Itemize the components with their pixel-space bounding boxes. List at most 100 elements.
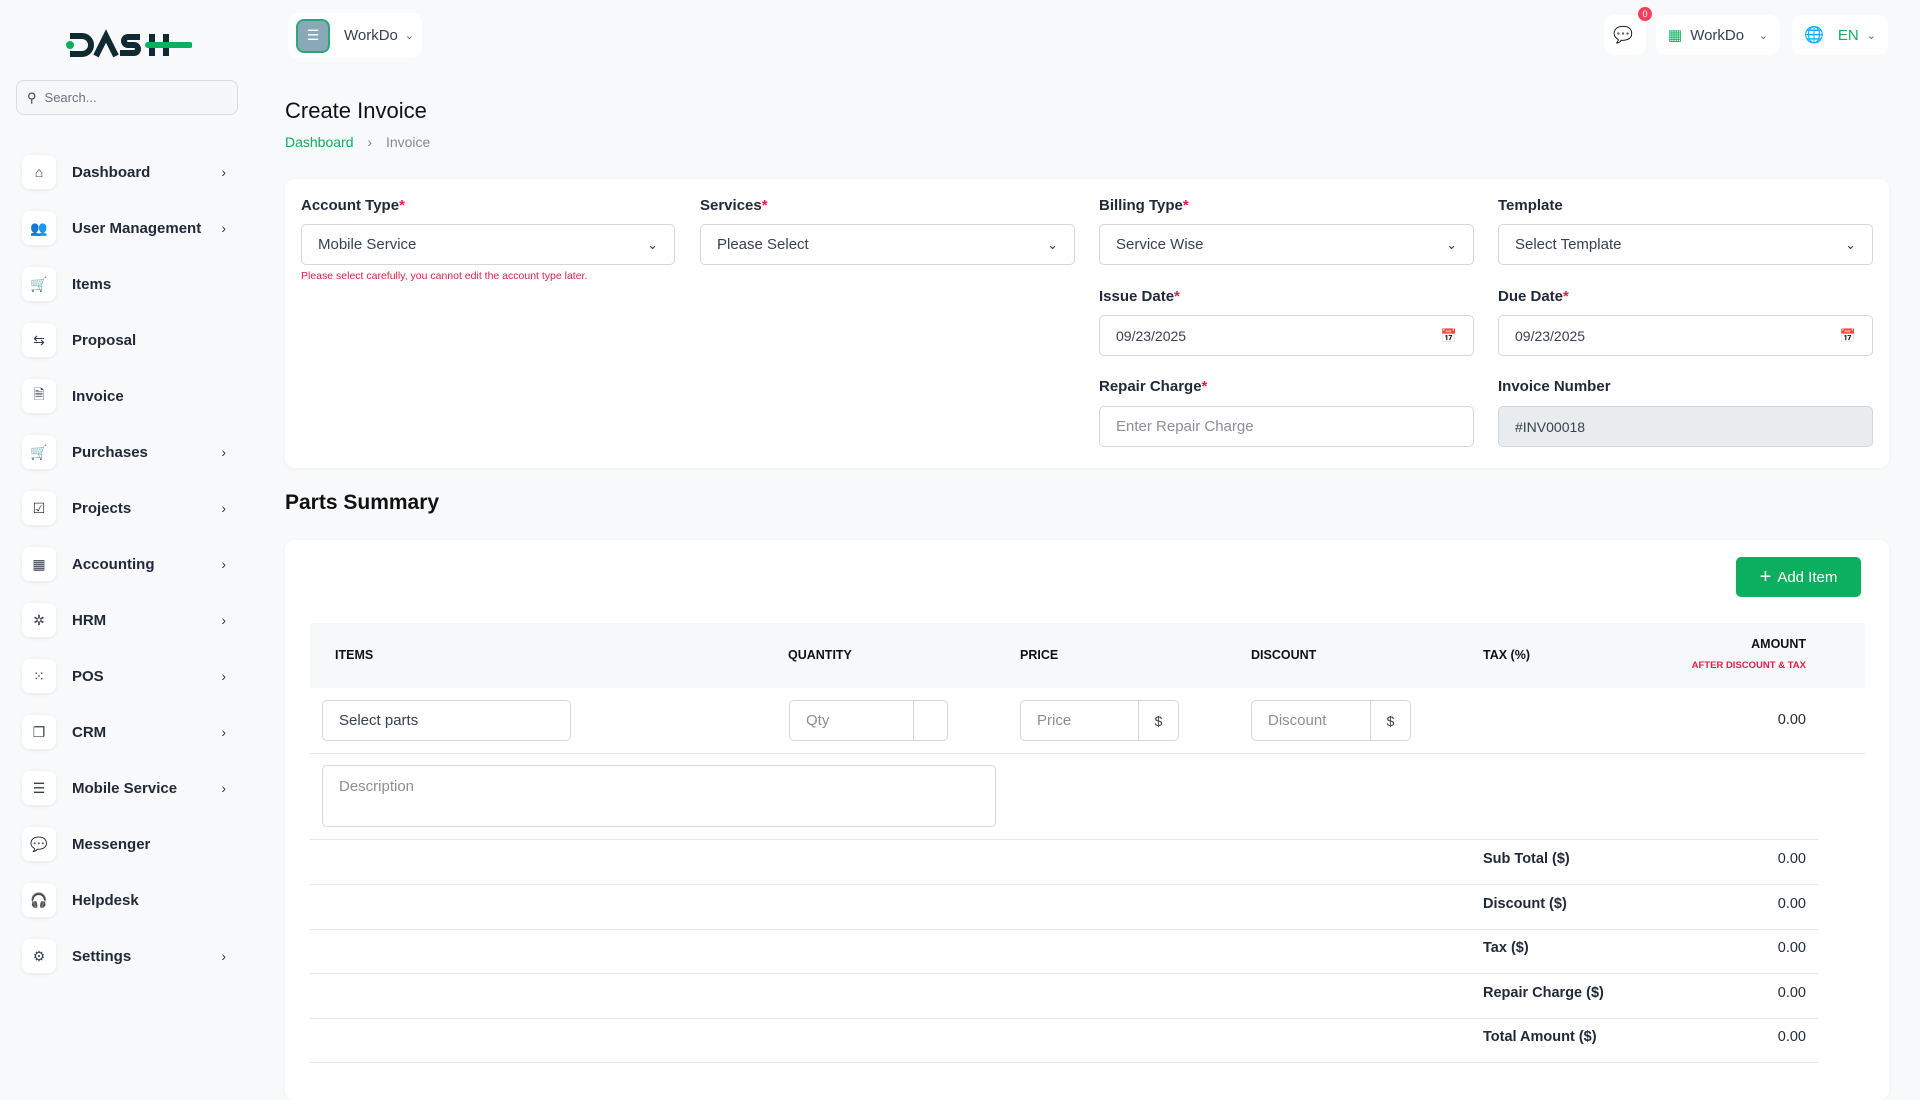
workspace-switcher[interactable]: ☰ WorkDo ⌄ (288, 13, 422, 58)
divider (310, 839, 1818, 840)
chat-icon: 💬 (1613, 27, 1633, 44)
template-select[interactable]: Select Template ⌄ (1498, 224, 1873, 265)
plus-icon: + (1759, 565, 1772, 588)
discount-input[interactable]: Discount $ (1251, 700, 1411, 741)
calendar-icon[interactable]: 📅 (1440, 327, 1457, 343)
sidebar-item-hrm[interactable]: ✲ HRM › (22, 598, 232, 642)
menu-icon: ☰ (22, 771, 56, 805)
users-icon: 👥 (22, 211, 56, 245)
divider (310, 973, 1818, 974)
template-label: Template (1498, 197, 1563, 214)
currency-suffix: $ (1138, 701, 1178, 740)
sidebar-item-purchases[interactable]: 🛒 Purchases › (22, 430, 232, 474)
chevron-down-icon: ⌄ (404, 30, 414, 42)
calendar-icon[interactable]: 📅 (1839, 327, 1856, 343)
cart-icon: 🛒 (22, 267, 56, 301)
row-amount: 0.00 (1777, 712, 1806, 728)
sidebar-item-messenger[interactable]: 💬 Messenger (22, 822, 232, 866)
chevron-right-icon: › (221, 724, 226, 740)
chevron-down-icon: ⌄ (1845, 236, 1856, 252)
services-select[interactable]: Please Select ⌄ (700, 224, 1075, 265)
column-amount-subtitle: AFTER DISCOUNT & TAX (1691, 660, 1806, 671)
column-discount: DISCOUNT (1251, 648, 1317, 662)
column-price: PRICE (1020, 648, 1059, 662)
chevron-right-icon: › (221, 220, 226, 236)
invoice-number-input: #INV00018 (1498, 406, 1873, 447)
grid-icon: ▦ (22, 547, 56, 581)
select-parts-input[interactable]: Select parts (322, 700, 571, 741)
chevron-down-icon: ⌄ (647, 236, 658, 252)
sidebar-item-crm[interactable]: ❐ CRM › (22, 710, 232, 754)
hrm-icon: ✲ (22, 603, 56, 637)
due-date-label: Due Date* (1498, 288, 1569, 305)
sidebar-item-proposal[interactable]: ⇆ Proposal (22, 318, 232, 362)
sidebar-item-invoice[interactable]: 🗎 Invoice (22, 374, 232, 418)
divider (310, 1017, 1818, 1019)
breadcrumb-invoice: Invoice (385, 134, 431, 150)
search-icon: ⚲ (27, 89, 37, 105)
sidebar-item-dashboard[interactable]: ⌂ Dashboard › (22, 150, 232, 194)
table-header (310, 623, 1865, 688)
sidebar-item-pos[interactable]: ⁙ POS › (22, 654, 232, 698)
sidebar-item-projects[interactable]: ☑ Projects › (22, 486, 232, 530)
repair-charge-input[interactable]: Enter Repair Charge (1099, 406, 1474, 447)
sidebar-item-helpdesk[interactable]: 🎧 Helpdesk (22, 878, 232, 922)
account-type-label: Account Type* (301, 197, 405, 214)
divider (310, 753, 1865, 754)
price-input[interactable]: Price $ (1020, 700, 1179, 741)
billing-type-select[interactable]: Service Wise ⌄ (1099, 224, 1474, 265)
chevron-right-icon: › (221, 556, 226, 572)
summary-value: 0.00 (1777, 851, 1806, 867)
home-icon: ⌂ (22, 155, 56, 189)
sidebar-item-items[interactable]: 🛒 Items (22, 262, 232, 306)
dots-grid-icon: ⁙ (22, 659, 56, 693)
description-textarea[interactable]: Description (322, 765, 996, 827)
proposal-icon: ⇆ (22, 323, 56, 357)
chevron-down-icon: ⌄ (1866, 29, 1876, 42)
language-switcher[interactable]: 🌐 EN ⌄ (1792, 15, 1888, 55)
breadcrumb: Dashboard › Invoice (285, 134, 430, 150)
sidebar-item-mobile-service[interactable]: ☰ Mobile Service › (22, 766, 232, 810)
summary-value: 0.00 (1777, 895, 1806, 912)
dash-logo[interactable] (64, 28, 192, 62)
chevron-down-icon: ⌄ (1446, 236, 1457, 252)
account-type-select[interactable]: Mobile Service ⌄ (301, 224, 675, 265)
column-amount: AMOUNT (1751, 637, 1806, 651)
check-square-icon: ☑ (22, 491, 56, 525)
sidebar: ⚲ Search... ⌂ Dashboard › 👥 User Management ›… (0, 0, 250, 1080)
search-input[interactable]: ⚲ Search... (16, 80, 238, 115)
billing-type-label: Billing Type* (1099, 197, 1189, 214)
summary-value: 0.00 (1777, 1029, 1806, 1045)
currency-suffix: $ (1370, 701, 1410, 740)
sidebar-item-user-management[interactable]: 👥 User Management › (22, 206, 232, 250)
company-switcher[interactable]: ▦ WorkDo ⌄ (1656, 15, 1780, 55)
chevron-right-icon: › (221, 164, 226, 180)
messages-button[interactable]: 💬 0 (1604, 7, 1652, 55)
chevron-right-icon: › (221, 612, 226, 628)
issue-date-input[interactable]: 09/23/2025 📅 (1099, 315, 1474, 356)
headset-icon: 🎧 (22, 883, 56, 917)
summary-label: Total Amount ($) (1483, 1029, 1597, 1045)
chevron-right-icon: › (221, 500, 226, 516)
issue-date-label: Issue Date* (1099, 288, 1180, 305)
chevron-right-icon: › (221, 948, 226, 964)
summary-label: Discount ($) (1483, 895, 1567, 912)
breadcrumb-dashboard[interactable]: Dashboard (285, 134, 354, 150)
summary-label: Repair Charge ($) (1483, 984, 1604, 1001)
chevron-down-icon: ⌄ (1047, 236, 1058, 252)
gear-icon: ⚙ (22, 939, 56, 973)
globe-icon: 🌐 (1804, 27, 1824, 44)
chevron-right-icon: › (221, 780, 226, 796)
services-label: Services* (700, 197, 768, 214)
chevron-down-icon: ⌄ (1758, 29, 1768, 42)
repair-charge-label: Repair Charge* (1099, 378, 1208, 395)
divider (310, 1062, 1818, 1063)
layers-icon: ❐ (22, 715, 56, 749)
add-item-button[interactable]: + Add Item (1736, 557, 1861, 597)
file-icon: 🗎 (22, 379, 56, 413)
sidebar-item-accounting[interactable]: ▦ Accounting › (22, 542, 232, 586)
summary-label: Sub Total ($) (1483, 851, 1570, 867)
quantity-input[interactable]: Qty (789, 700, 948, 741)
sidebar-item-settings[interactable]: ⚙ Settings › (22, 934, 232, 978)
due-date-input[interactable]: 09/23/2025 📅 (1498, 315, 1873, 356)
